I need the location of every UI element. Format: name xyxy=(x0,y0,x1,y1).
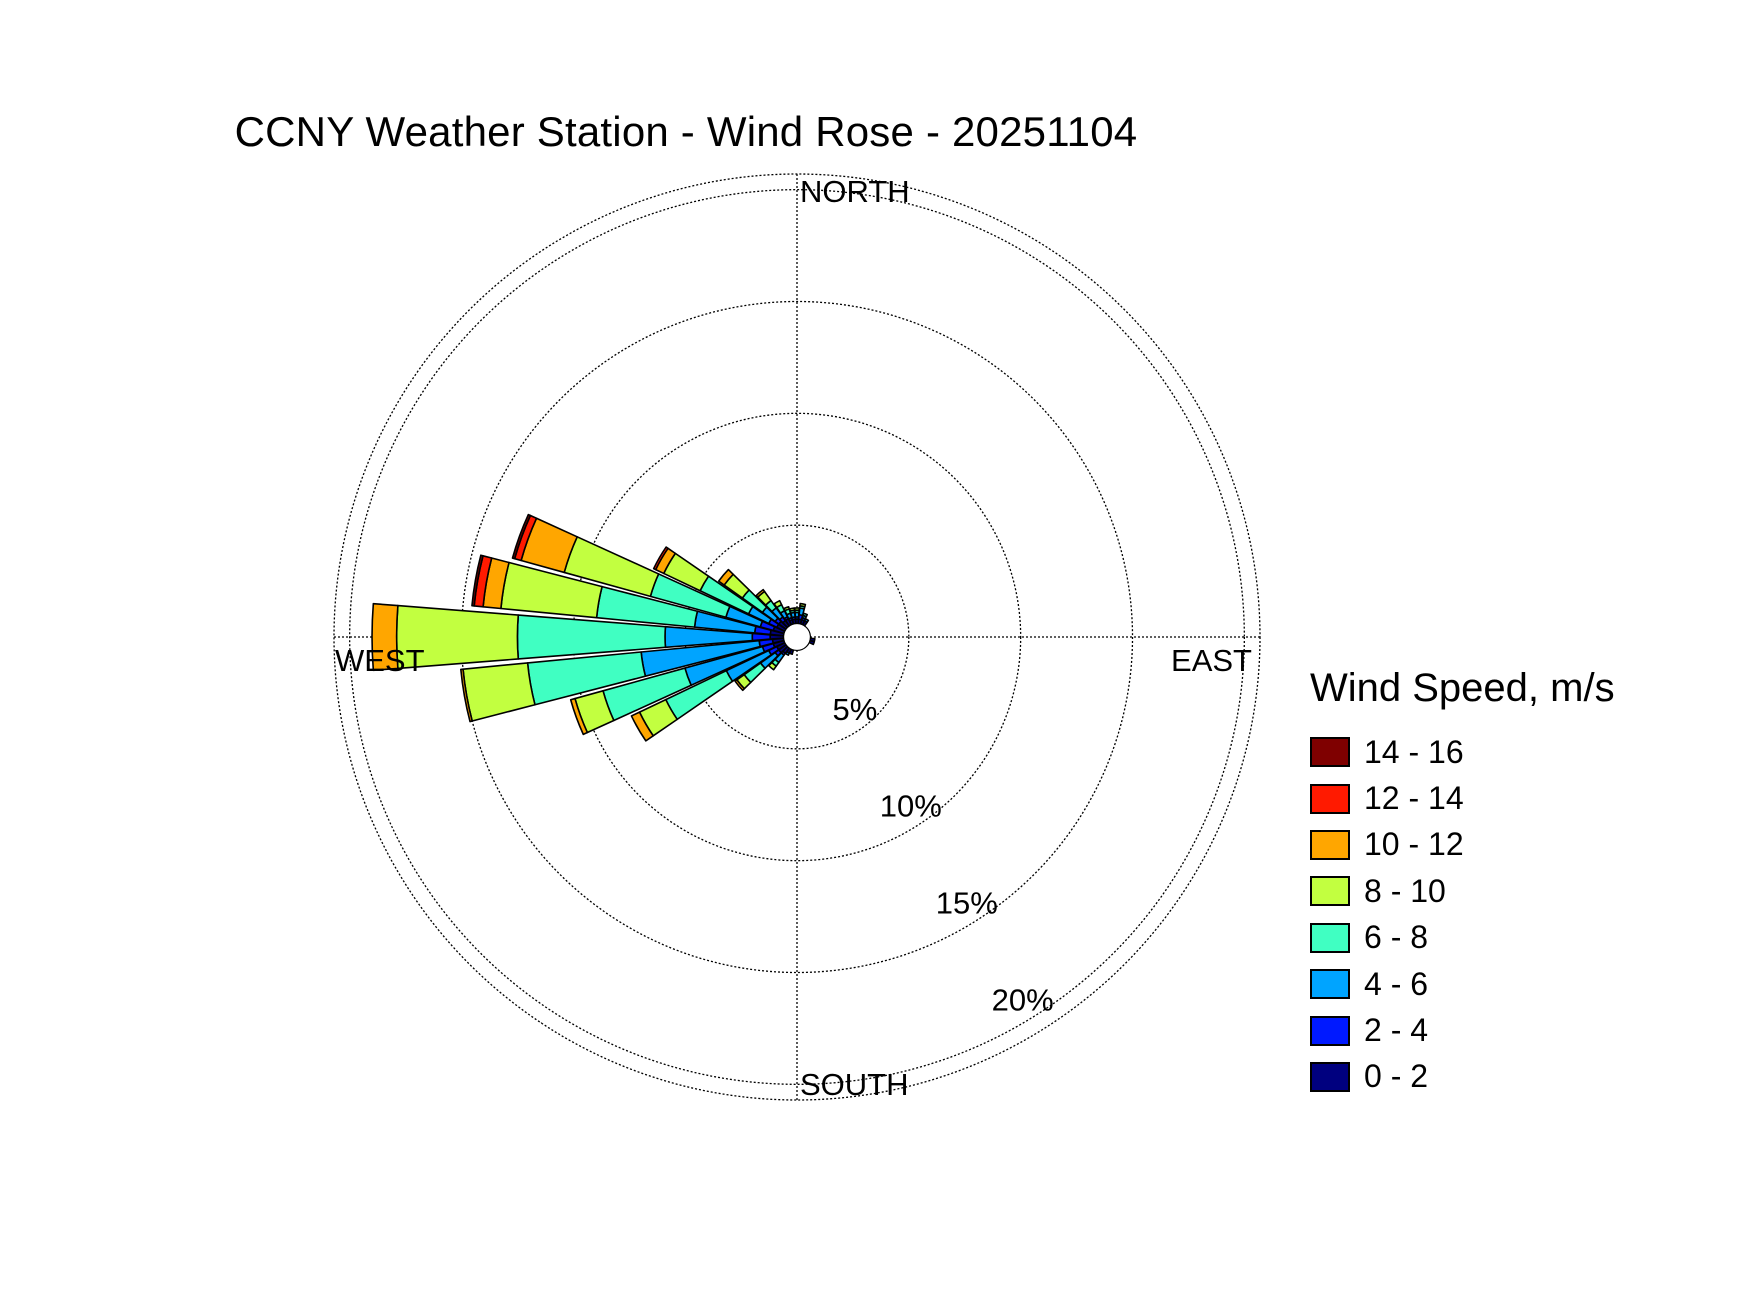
legend-label: 8 - 10 xyxy=(1364,872,1446,909)
radial-tick-label-10: 10% xyxy=(880,789,942,824)
sector-240-bin-10-12 xyxy=(630,711,655,742)
legend-swatch xyxy=(1310,969,1350,1000)
calm-circle xyxy=(782,622,812,652)
legend-label: 10 - 12 xyxy=(1364,826,1464,863)
direction-label-north: NORTH xyxy=(800,174,910,209)
radial-tick-label-5: 5% xyxy=(833,692,878,727)
legend-items: 14 - 16 12 - 14 10 - 12 8 - 10 6 - 8 4 - 6 2 -… xyxy=(1310,729,1730,1100)
legend-item-10-12: 10 - 12 xyxy=(1310,822,1730,868)
sector-280-bin-14-16 xyxy=(471,554,484,607)
sector-260-bin-8-10 xyxy=(462,662,536,722)
legend-swatch xyxy=(1310,1061,1350,1092)
sector-290-bin-14-16 xyxy=(511,513,532,560)
legend-swatch xyxy=(1310,1015,1350,1046)
legend-label: 6 - 8 xyxy=(1364,919,1429,956)
legend-item-8-10: 8 - 10 xyxy=(1310,868,1730,914)
legend-swatch xyxy=(1310,829,1350,860)
sector-300-bin-12-14 xyxy=(652,546,669,571)
direction-label-south: SOUTH xyxy=(800,1067,909,1102)
sector-320-bin-10-12 xyxy=(755,588,766,598)
sector-30-bin-4-6 xyxy=(803,618,810,624)
sector-330-bin-8-10 xyxy=(773,599,783,609)
legend-label: 2 - 4 xyxy=(1364,1012,1429,1049)
sector-350-bin-8-10 xyxy=(788,607,796,612)
sector-270-bin-10-12 xyxy=(371,602,399,672)
sector-260-bin-10-12 xyxy=(460,668,473,723)
sector-250-bin-10-12 xyxy=(569,697,589,736)
direction-label-west: WEST xyxy=(335,643,425,678)
legend-item-0-2: 0 - 2 xyxy=(1310,1054,1730,1100)
sector-310-bin-10-12 xyxy=(717,568,734,586)
chart-title: CCNY Weather Station - Wind Rose - 20251… xyxy=(234,108,1138,155)
legend-label: 14 - 16 xyxy=(1364,733,1464,770)
polar-labels: NORTH EAST SOUTH WEST 5% 10% 15% 20% xyxy=(335,174,1252,1102)
legend-item-12-14: 12 - 14 xyxy=(1310,775,1730,821)
legend-swatch xyxy=(1310,783,1350,814)
sector-230-bin-10-12 xyxy=(734,679,746,692)
legend-label: 12 - 14 xyxy=(1364,780,1464,817)
wind-sectors xyxy=(371,513,816,742)
legend-title: Wind Speed, m/s xyxy=(1310,666,1615,710)
radial-tick-label-15: 15% xyxy=(936,886,998,921)
legend: Wind Speed, m/s 14 - 16 12 - 14 10 - 12 8 -… xyxy=(1310,666,1730,1100)
grid-ring-4 xyxy=(349,189,1245,1085)
legend-swatch xyxy=(1310,922,1350,953)
sector-0-bin-8-10 xyxy=(793,607,801,612)
sector-20-bin-6-8 xyxy=(802,612,809,618)
legend-item-2-4: 2 - 4 xyxy=(1310,1007,1730,1053)
direction-label-east: EAST xyxy=(1171,643,1252,678)
radial-tick-label-20: 20% xyxy=(992,982,1054,1017)
legend-label: 0 - 2 xyxy=(1364,1058,1429,1095)
legend-label: 4 - 6 xyxy=(1364,965,1429,1002)
legend-swatch xyxy=(1310,737,1350,768)
legend-swatch xyxy=(1310,876,1350,907)
grid-ring-1 xyxy=(684,524,910,750)
legend-item-6-8: 6 - 8 xyxy=(1310,915,1730,961)
sector-10-bin-8-10 xyxy=(799,602,807,608)
legend-item-4-6: 4 - 6 xyxy=(1310,961,1730,1007)
grid-ring-2 xyxy=(572,412,1022,862)
sector-340-bin-8-10 xyxy=(783,606,791,612)
legend-item-14-16: 14 - 16 xyxy=(1310,729,1730,775)
